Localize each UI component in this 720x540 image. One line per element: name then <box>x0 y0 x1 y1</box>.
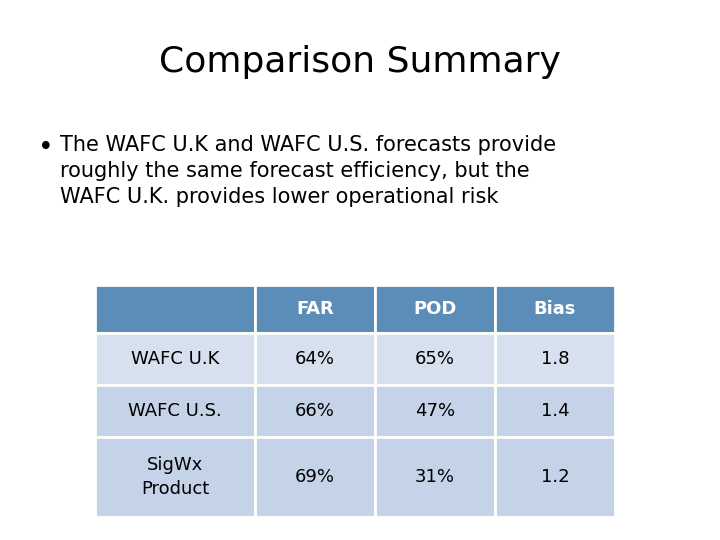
FancyBboxPatch shape <box>255 285 375 333</box>
Text: 31%: 31% <box>415 468 455 486</box>
Text: 47%: 47% <box>415 402 455 420</box>
Text: 66%: 66% <box>295 402 335 420</box>
FancyBboxPatch shape <box>495 285 615 333</box>
Text: POD: POD <box>413 300 456 318</box>
FancyBboxPatch shape <box>375 437 495 517</box>
Text: •: • <box>38 135 53 161</box>
Text: roughly the same forecast efficiency, but the: roughly the same forecast efficiency, bu… <box>60 161 530 181</box>
FancyBboxPatch shape <box>495 437 615 517</box>
Text: 1.4: 1.4 <box>541 402 570 420</box>
Text: 64%: 64% <box>295 350 335 368</box>
Text: WAFC U.K. provides lower operational risk: WAFC U.K. provides lower operational ris… <box>60 187 498 207</box>
FancyBboxPatch shape <box>495 333 615 385</box>
FancyBboxPatch shape <box>375 333 495 385</box>
FancyBboxPatch shape <box>95 385 255 437</box>
Text: 65%: 65% <box>415 350 455 368</box>
FancyBboxPatch shape <box>495 385 615 437</box>
FancyBboxPatch shape <box>255 437 375 517</box>
Text: Comparison Summary: Comparison Summary <box>159 45 561 79</box>
FancyBboxPatch shape <box>95 437 255 517</box>
FancyBboxPatch shape <box>255 333 375 385</box>
Text: The WAFC U.K and WAFC U.S. forecasts provide: The WAFC U.K and WAFC U.S. forecasts pro… <box>60 135 556 155</box>
Text: 1.2: 1.2 <box>541 468 570 486</box>
Text: SigWx
Product: SigWx Product <box>141 456 209 498</box>
Text: WAFC U.S.: WAFC U.S. <box>128 402 222 420</box>
FancyBboxPatch shape <box>375 385 495 437</box>
FancyBboxPatch shape <box>375 285 495 333</box>
FancyBboxPatch shape <box>95 333 255 385</box>
Text: 1.8: 1.8 <box>541 350 570 368</box>
FancyBboxPatch shape <box>255 385 375 437</box>
FancyBboxPatch shape <box>95 285 255 333</box>
Text: 69%: 69% <box>295 468 335 486</box>
Text: Bias: Bias <box>534 300 576 318</box>
Text: FAR: FAR <box>296 300 334 318</box>
Text: WAFC U.K: WAFC U.K <box>131 350 219 368</box>
